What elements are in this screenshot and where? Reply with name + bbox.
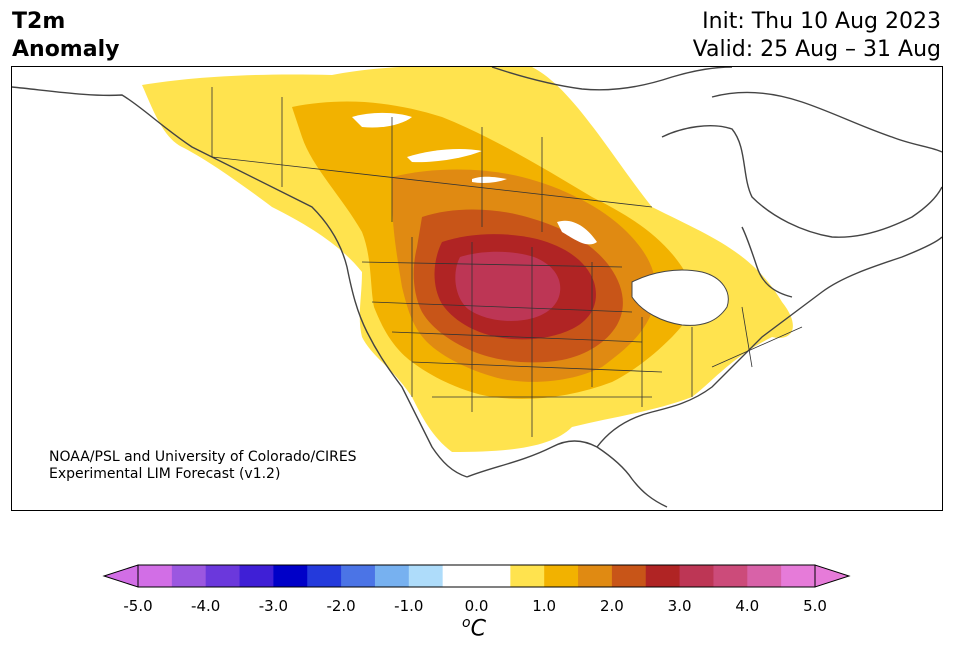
colorbar-segment <box>713 565 748 587</box>
colorbar-segment <box>307 565 342 587</box>
colorbar-segment <box>747 565 782 587</box>
colorbar-segment <box>578 565 613 587</box>
colorbar-unit: oC <box>462 615 486 641</box>
variable-type: Anomaly <box>12 37 120 62</box>
colorbar-outline <box>137 564 816 588</box>
colorbar-tick-label: 2.0 <box>599 597 624 615</box>
colorbar-tick-label: -5.0 <box>123 597 153 615</box>
colorbar-segment <box>374 565 410 587</box>
colorbar-tick-label: -2.0 <box>326 597 356 615</box>
colorbar-over-arrow <box>814 564 851 588</box>
valid-range: Valid: 25 Aug – 31 Aug <box>692 37 941 62</box>
colorbar-segment <box>781 565 816 587</box>
colorbar-tick-label: 3.0 <box>667 597 692 615</box>
colorbar <box>0 560 953 656</box>
colorbar-segment <box>273 565 308 587</box>
map-panel <box>11 66 943 511</box>
colorbar-segment <box>138 565 173 587</box>
lake-shape <box>352 112 412 128</box>
colorbar-under-arrow <box>102 564 139 588</box>
colorbar-segment <box>205 565 241 587</box>
colorbar-segment <box>645 565 681 587</box>
colorbar-segment <box>341 565 376 587</box>
state-borders <box>211 87 803 437</box>
colorbar-segment <box>510 565 545 587</box>
map-title: T2m Anomaly <box>12 8 119 64</box>
degree-symbol: o <box>462 615 471 631</box>
colorbar-tick-label: -4.0 <box>191 597 221 615</box>
colorbar-tick-label: 5.0 <box>803 597 827 615</box>
colorbar-segment <box>476 565 511 587</box>
data-credit: NOAA/PSL and University of Colorado/CIRE… <box>49 449 357 483</box>
credit-line-1: NOAA/PSL and University of Colorado/CIRE… <box>49 449 357 465</box>
great-lakes <box>631 269 729 326</box>
lake-shape <box>557 220 597 245</box>
colorbar-segment <box>442 565 477 587</box>
colorbar-segment <box>611 565 647 587</box>
anomaly-map <box>12 67 942 508</box>
colorbar-tick-label: 1.0 <box>532 597 557 615</box>
coastline <box>12 67 942 508</box>
unit-letter: C <box>470 616 486 642</box>
variable-name: T2m <box>12 9 66 34</box>
colorbar-tick-label: -1.0 <box>394 597 424 615</box>
date-info: Init: Thu 10 Aug 2023 Valid: 25 Aug – 31… <box>693 8 941 64</box>
colorbar-segment <box>171 565 207 587</box>
lake-shape <box>407 149 482 163</box>
colorbar-tick-label: 0.0 <box>464 597 489 615</box>
colorbar-segment <box>239 565 274 587</box>
init-date: Init: Thu 10 Aug 2023 <box>702 9 941 34</box>
colorbar-svg <box>102 564 851 588</box>
colorbar-tick-label: -3.0 <box>258 597 289 615</box>
colorbar-segment <box>679 565 714 587</box>
colorbar-segment <box>408 565 444 587</box>
colorbar-tick-label: 4.0 <box>735 597 760 615</box>
lake-shape <box>472 176 507 183</box>
credit-line-2: Experimental LIM Forecast (v1.2) <box>49 466 281 482</box>
anomaly-level-6 <box>455 251 561 321</box>
colorbar-segment <box>544 565 579 587</box>
